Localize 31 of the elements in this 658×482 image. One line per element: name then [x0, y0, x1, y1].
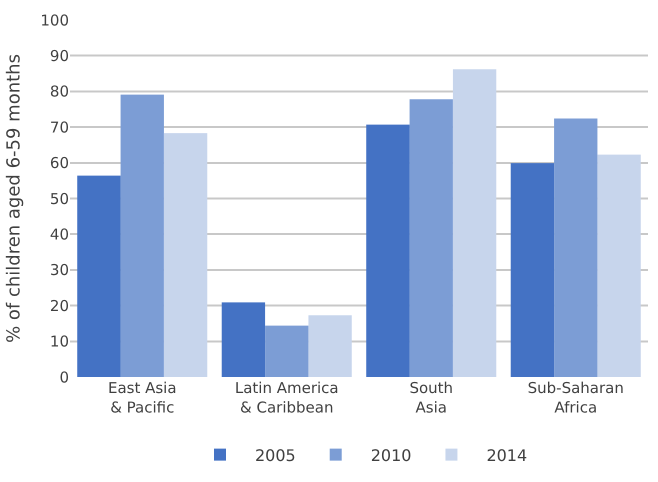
bar: [164, 133, 208, 377]
bar: [308, 315, 352, 377]
bar: [510, 163, 554, 377]
y-tick-label: 70: [50, 118, 69, 136]
y-tick-label: 30: [50, 261, 69, 280]
legend-label: 2005: [255, 446, 296, 465]
bar: [120, 94, 164, 377]
x-tick-label: Latin America & Caribbean: [234, 379, 339, 416]
y-tick-label: 60: [50, 154, 69, 172]
y-tick-label: 50: [50, 190, 69, 208]
y-axis-title: % of children aged 6-59 months: [4, 54, 25, 343]
y-tick-label: 40: [50, 225, 69, 244]
bar: [452, 69, 496, 377]
bar: [265, 326, 308, 377]
y-tick-label: 10: [50, 332, 69, 351]
bar: [597, 154, 641, 377]
y-tick-label: 0: [59, 368, 69, 386]
x-tick-label: South Asia: [409, 379, 454, 416]
y-tick-label: 100: [40, 11, 69, 30]
y-tick-label: 90: [50, 46, 69, 65]
bar: [554, 118, 598, 377]
legend-label: 2014: [486, 446, 528, 465]
bar: [77, 176, 121, 377]
x-tick-label: East Asia & Pacific: [108, 379, 177, 416]
bar: [222, 302, 266, 377]
y-tick-label: 80: [50, 82, 69, 101]
bar: [410, 99, 453, 377]
y-tick-label: 20: [50, 296, 69, 315]
legend-label: 2010: [370, 446, 412, 465]
x-tick-label: Sub-Saharan Africa: [528, 379, 624, 416]
bar: [366, 124, 410, 377]
